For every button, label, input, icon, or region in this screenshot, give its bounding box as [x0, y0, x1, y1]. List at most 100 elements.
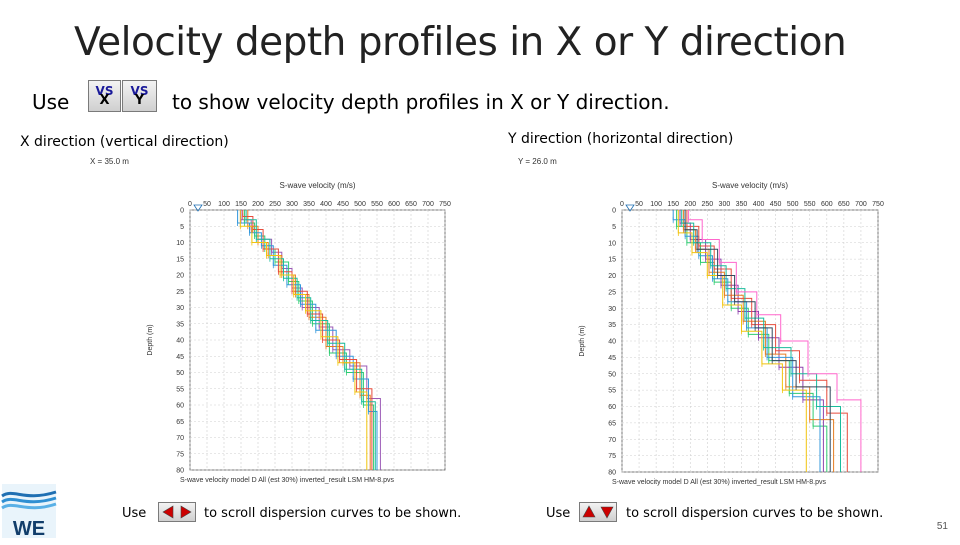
position-label: Y = 26.0 m — [518, 157, 557, 166]
vs-y-button-top: VS — [130, 84, 149, 98]
left-section-heading: X direction (vertical direction) — [20, 134, 229, 150]
x-tick-label: 750 — [872, 201, 884, 208]
velocity-profile-line — [682, 210, 835, 472]
x-tick-label: 650 — [405, 201, 417, 208]
y-tick-label: 60 — [176, 403, 184, 410]
velocity-profile-line — [688, 210, 862, 472]
velocity-profile-line — [245, 210, 376, 470]
x-tick-label: 200 — [684, 201, 696, 208]
x-tick-label: 100 — [218, 201, 230, 208]
vs-x-button-bottom: X — [99, 93, 110, 108]
x-tick-label: 0 — [188, 201, 192, 208]
x-tick-label: 700 — [422, 201, 434, 208]
x-tick-label: 350 — [736, 201, 748, 208]
y-tick-label: 65 — [608, 420, 616, 427]
y-tick-label: 15 — [608, 257, 616, 264]
y-tick-label: 10 — [608, 240, 616, 247]
water-level-marker — [193, 204, 203, 212]
x-tick-label: 400 — [753, 201, 765, 208]
y-tick-label: 20 — [176, 273, 184, 280]
y-tick-label: 40 — [608, 339, 616, 346]
y-tick-label: 55 — [608, 388, 616, 395]
y-tick-label: 45 — [608, 355, 616, 362]
y-tick-label: 75 — [608, 453, 616, 460]
scroll-up-down-buttons[interactable] — [579, 502, 617, 522]
y-tick-label: 55 — [176, 386, 184, 393]
chart-footer: S-wave velocity model D All (est 30%) in… — [180, 477, 394, 484]
x-tick-label: 50 — [635, 201, 643, 208]
y-tick-label: 35 — [608, 322, 616, 329]
right-use-label: Use — [546, 506, 571, 521]
x-tick-label: 400 — [320, 201, 332, 208]
chart-title: S-wave velocity (m/s) — [279, 181, 355, 190]
logo-text: WE — [13, 518, 45, 540]
page-number: 51 — [936, 521, 948, 532]
page-title: Velocity depth profiles in X or Y direct… — [74, 20, 847, 65]
company-logo: WE — [0, 482, 58, 540]
y-tick-label: 0 — [180, 208, 184, 215]
x-tick-label: 750 — [439, 201, 451, 208]
water-level-marker — [625, 204, 635, 212]
vs-y-button-bottom: Y — [134, 93, 145, 108]
x-tick-label: 200 — [252, 201, 264, 208]
x-tick-label: 450 — [337, 201, 349, 208]
up-down-arrows-icon — [582, 505, 614, 519]
chart-title: S-wave velocity (m/s) — [712, 181, 788, 190]
x-tick-label: 450 — [770, 201, 782, 208]
velocity-profile-line — [677, 210, 807, 472]
velocity-profile-line — [239, 210, 368, 470]
y-tick-label: 0 — [612, 208, 616, 215]
x-tick-label: 350 — [303, 201, 315, 208]
y-tick-label: 25 — [176, 289, 184, 296]
right-scroll-text: to scroll dispersion curves to be shown. — [626, 506, 884, 521]
y-tick-label: 10 — [176, 240, 184, 247]
vs-x-button[interactable]: VS X — [88, 80, 121, 112]
y-tick-label: 50 — [176, 370, 184, 377]
y-axis-label: Depth (m) — [579, 325, 586, 356]
vs-y-button[interactable]: VS Y — [122, 80, 157, 112]
y-tick-label: 45 — [176, 354, 184, 361]
scroll-left-right-buttons[interactable] — [158, 502, 196, 522]
x-tick-label: 650 — [838, 201, 850, 208]
y-tick-label: 30 — [176, 305, 184, 312]
velocity-chart-y: Y = 26.0 mS-wave velocity (m/s)0 50 100 150… — [518, 157, 884, 486]
y-axis-label: Depth (m) — [147, 324, 154, 355]
right-section-heading: Y direction (horizontal direction) — [508, 131, 734, 147]
instruction-prefix: Use — [32, 90, 70, 114]
left-use-label: Use — [122, 506, 147, 521]
y-tick-label: 65 — [176, 419, 184, 426]
y-tick-label: 5 — [612, 224, 616, 231]
velocity-chart-x: X = 35.0 mS-wave velocity (m/s)0 50 100 150… — [90, 157, 451, 484]
y-tick-label: 40 — [176, 338, 184, 345]
y-tick-label: 60 — [608, 404, 616, 411]
x-tick-label: 150 — [667, 201, 679, 208]
position-label: X = 35.0 m — [90, 157, 129, 166]
x-tick-label: 250 — [269, 201, 281, 208]
x-tick-label: 550 — [371, 201, 383, 208]
y-tick-label: 25 — [608, 289, 616, 296]
x-tick-label: 50 — [203, 201, 211, 208]
x-tick-label: 300 — [286, 201, 298, 208]
x-tick-label: 500 — [354, 201, 366, 208]
y-tick-label: 50 — [608, 371, 616, 378]
left-scroll-text: to scroll dispersion curves to be shown. — [204, 506, 462, 521]
x-tick-label: 0 — [620, 201, 624, 208]
y-tick-label: 70 — [608, 437, 616, 444]
vs-x-button-top: VS — [95, 84, 114, 98]
y-tick-label: 80 — [176, 468, 184, 475]
x-tick-label: 100 — [650, 201, 662, 208]
instruction-suffix: to show velocity depth profiles in X or … — [172, 90, 670, 114]
x-tick-label: 300 — [719, 201, 731, 208]
y-tick-label: 20 — [608, 273, 616, 280]
y-tick-label: 35 — [176, 321, 184, 328]
velocity-profile-line — [684, 210, 831, 472]
velocity-profile-line — [242, 210, 373, 470]
x-tick-label: 250 — [701, 201, 713, 208]
x-tick-label: 600 — [388, 201, 400, 208]
y-tick-label: 70 — [176, 435, 184, 442]
x-tick-label: 600 — [821, 201, 833, 208]
velocity-profile-line — [681, 210, 841, 472]
y-tick-label: 15 — [176, 256, 184, 263]
wave-logo-icon: WE — [1, 484, 57, 540]
x-tick-label: 150 — [235, 201, 247, 208]
